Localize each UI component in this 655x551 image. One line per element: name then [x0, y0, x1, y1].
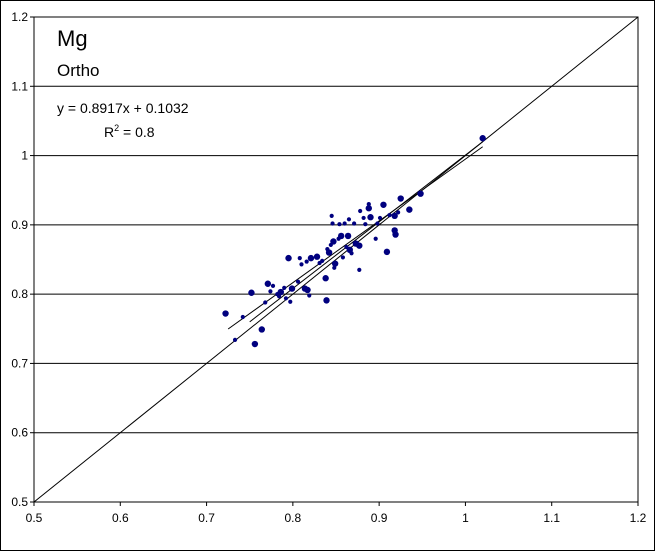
data-point	[417, 190, 424, 197]
data-point	[383, 248, 391, 256]
data-point	[357, 267, 362, 272]
data-point	[304, 259, 309, 264]
data-point	[323, 297, 330, 304]
data-point	[479, 135, 486, 142]
data-point	[325, 249, 333, 256]
data-point	[258, 326, 265, 333]
data-point	[263, 300, 268, 305]
y-tick-label: 1.1	[11, 79, 28, 93]
x-tick-label: 0.9	[371, 511, 388, 525]
data-point	[346, 217, 352, 222]
r-squared-r: R	[104, 124, 114, 140]
data-point	[337, 232, 345, 240]
x-tick-label: 1.1	[543, 511, 560, 525]
data-point	[367, 214, 374, 221]
data-point	[222, 310, 229, 317]
data-point	[304, 286, 311, 294]
fit-lines	[33, 16, 639, 503]
data-point	[349, 251, 354, 256]
tick-labels: 0.5 0.6 0.7 0.8 0.9 1 1.1 1.2 0.5 0.6 0.7 0.8 0.9 1 1.…	[11, 10, 646, 525]
data-point	[361, 215, 366, 221]
data-point	[342, 221, 347, 226]
chart-subtitle: Ortho	[57, 61, 100, 80]
data-point	[344, 232, 352, 240]
data-point	[356, 242, 363, 249]
data-point	[331, 260, 339, 267]
data-point	[307, 293, 312, 298]
data-point	[373, 236, 378, 241]
r-squared-label: R2 = 0.8	[104, 123, 155, 140]
x-tick-label: 0.7	[198, 511, 215, 525]
data-point	[358, 208, 363, 214]
gridlines	[34, 85, 638, 434]
data-point	[277, 288, 284, 296]
data-point	[329, 213, 334, 218]
data-point	[340, 255, 346, 260]
data-point	[313, 253, 321, 260]
data-point	[377, 215, 383, 221]
y-tick-label: 1	[21, 149, 28, 163]
data-point	[366, 201, 371, 207]
plot-area	[33, 16, 639, 503]
regression-equation: y = 0.8917x + 0.1032	[57, 100, 189, 116]
data-point	[375, 221, 380, 226]
data-point	[282, 285, 287, 291]
data-point	[330, 221, 335, 226]
data-point	[288, 285, 296, 292]
data-point	[297, 256, 302, 261]
data-point	[240, 314, 245, 320]
data-point	[285, 254, 292, 262]
y-tick-label: 0.8	[11, 287, 28, 301]
data-point	[270, 283, 276, 288]
y-tick-label: 0.7	[11, 356, 28, 370]
data-point	[387, 213, 392, 218]
x-tick-label: 1.2	[630, 511, 647, 525]
data-point	[406, 206, 413, 213]
data-point	[232, 337, 238, 342]
data-point	[392, 231, 399, 238]
data-point	[268, 289, 273, 294]
x-tick-label: 1	[462, 511, 469, 525]
data-point	[397, 195, 404, 202]
data-points	[222, 135, 486, 348]
data-point	[330, 238, 337, 245]
identity-line	[33, 16, 639, 503]
regression-line	[227, 146, 483, 330]
data-point	[363, 222, 368, 227]
data-point	[396, 210, 401, 215]
data-point	[251, 340, 259, 348]
data-point	[322, 275, 329, 282]
r-squared-superscript: 2	[114, 123, 119, 133]
y-tick-label: 0.5	[11, 495, 28, 509]
r-squared-value: = 0.8	[119, 124, 155, 140]
x-tick-label: 0.6	[112, 511, 129, 525]
data-point	[299, 262, 304, 267]
data-point	[264, 280, 272, 287]
chart-title: Mg	[57, 26, 88, 51]
data-point	[295, 279, 301, 284]
x-tick-label: 0.8	[285, 511, 302, 525]
data-point	[337, 222, 342, 227]
axis-ticks	[30, 16, 639, 506]
data-point	[307, 254, 315, 262]
data-point	[391, 212, 398, 220]
x-tick-label: 0.5	[26, 511, 43, 525]
data-point	[288, 299, 293, 304]
y-tick-label: 0.6	[11, 426, 28, 440]
y-tick-label: 0.9	[11, 218, 28, 232]
data-point	[283, 296, 289, 301]
data-point	[365, 205, 372, 212]
y-tick-label: 1.2	[11, 10, 28, 24]
data-point	[380, 201, 387, 208]
data-point	[352, 221, 357, 226]
data-point	[320, 258, 325, 263]
data-point	[248, 289, 255, 296]
trend-line-secondary	[249, 141, 483, 323]
